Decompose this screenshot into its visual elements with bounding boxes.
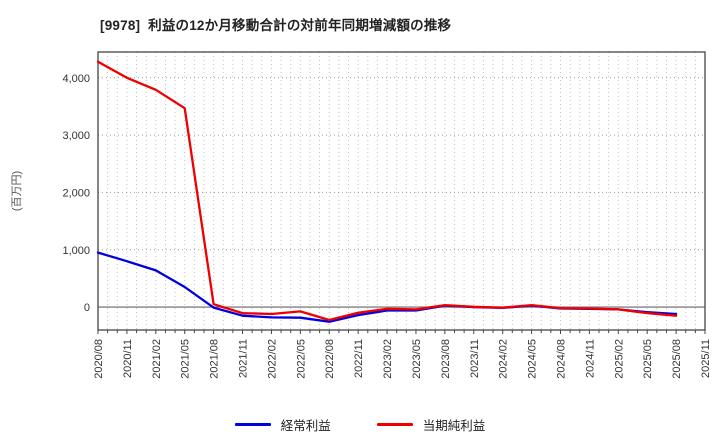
- x-tick-label: 2024/11: [584, 339, 596, 378]
- plot-border: [97, 51, 706, 331]
- x-tick-label: 2025/05: [642, 339, 654, 379]
- blue-line-icon: [234, 422, 271, 426]
- x-tick-label: 2020/08: [93, 339, 105, 379]
- x-tick-label: 2021/08: [209, 339, 221, 379]
- x-tick-label: 2020/11: [122, 339, 134, 378]
- x-tick-label: 2025/02: [613, 339, 625, 379]
- x-tick-label: 2022/08: [324, 339, 336, 379]
- x-tick-label: 2022/05: [295, 339, 307, 379]
- y-tick-label: 1,000: [62, 245, 90, 257]
- series-line-0: [96, 251, 678, 323]
- x-tick-label: 2024/02: [498, 339, 510, 379]
- x-tick-label: 2025/11: [700, 339, 712, 378]
- line-chart: 0 1,000 2,000 3,000 4,000 2020/08 2020/11 2021/…: [11, 51, 712, 379]
- red-line-icon: [376, 422, 413, 426]
- series-line-1: [96, 60, 678, 322]
- y-tick-label: 3,000: [62, 130, 90, 142]
- x-tick-label: 2022/02: [266, 339, 278, 379]
- x-tick-label: 2021/02: [151, 339, 163, 379]
- legend-item-net-income: 当期純利益: [376, 415, 486, 434]
- x-tick-label: 2022/11: [353, 339, 365, 378]
- x-tick-label: 2025/08: [671, 339, 683, 379]
- y-tick-label: 0: [84, 302, 90, 314]
- x-tick-label: 2023/08: [440, 339, 452, 379]
- x-tick-label: 2023/11: [469, 339, 481, 378]
- x-tick-label: 2024/08: [555, 339, 567, 379]
- y-tick-label: 2,000: [62, 187, 90, 199]
- x-tick-label: 2023/05: [411, 339, 423, 379]
- y-axis-label: (百万円): [11, 171, 23, 211]
- legend-label-ordinary-profit: 経常利益: [280, 418, 331, 433]
- x-tick-label: 2021/11: [238, 339, 250, 378]
- y-tick-label: 4,000: [62, 73, 90, 85]
- chart-title: [9978] 利益の12か月移動合計の対前年同期増減額の推移: [100, 18, 452, 33]
- x-tick-label: 2023/02: [382, 339, 394, 379]
- x-tick-label: 2024/05: [527, 339, 539, 379]
- x-tick-label: 2021/05: [180, 339, 192, 379]
- legend-item-ordinary-profit: 経常利益: [234, 415, 331, 434]
- legend-label-net-income: 当期純利益: [422, 418, 486, 433]
- legend: 経常利益 当期純利益: [0, 412, 720, 436]
